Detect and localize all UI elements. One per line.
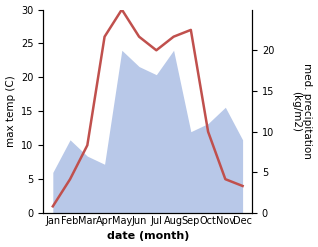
Y-axis label: max temp (C): max temp (C): [5, 75, 16, 147]
X-axis label: date (month): date (month): [107, 231, 189, 242]
Y-axis label: med. precipitation
(kg/m2): med. precipitation (kg/m2): [291, 63, 313, 159]
